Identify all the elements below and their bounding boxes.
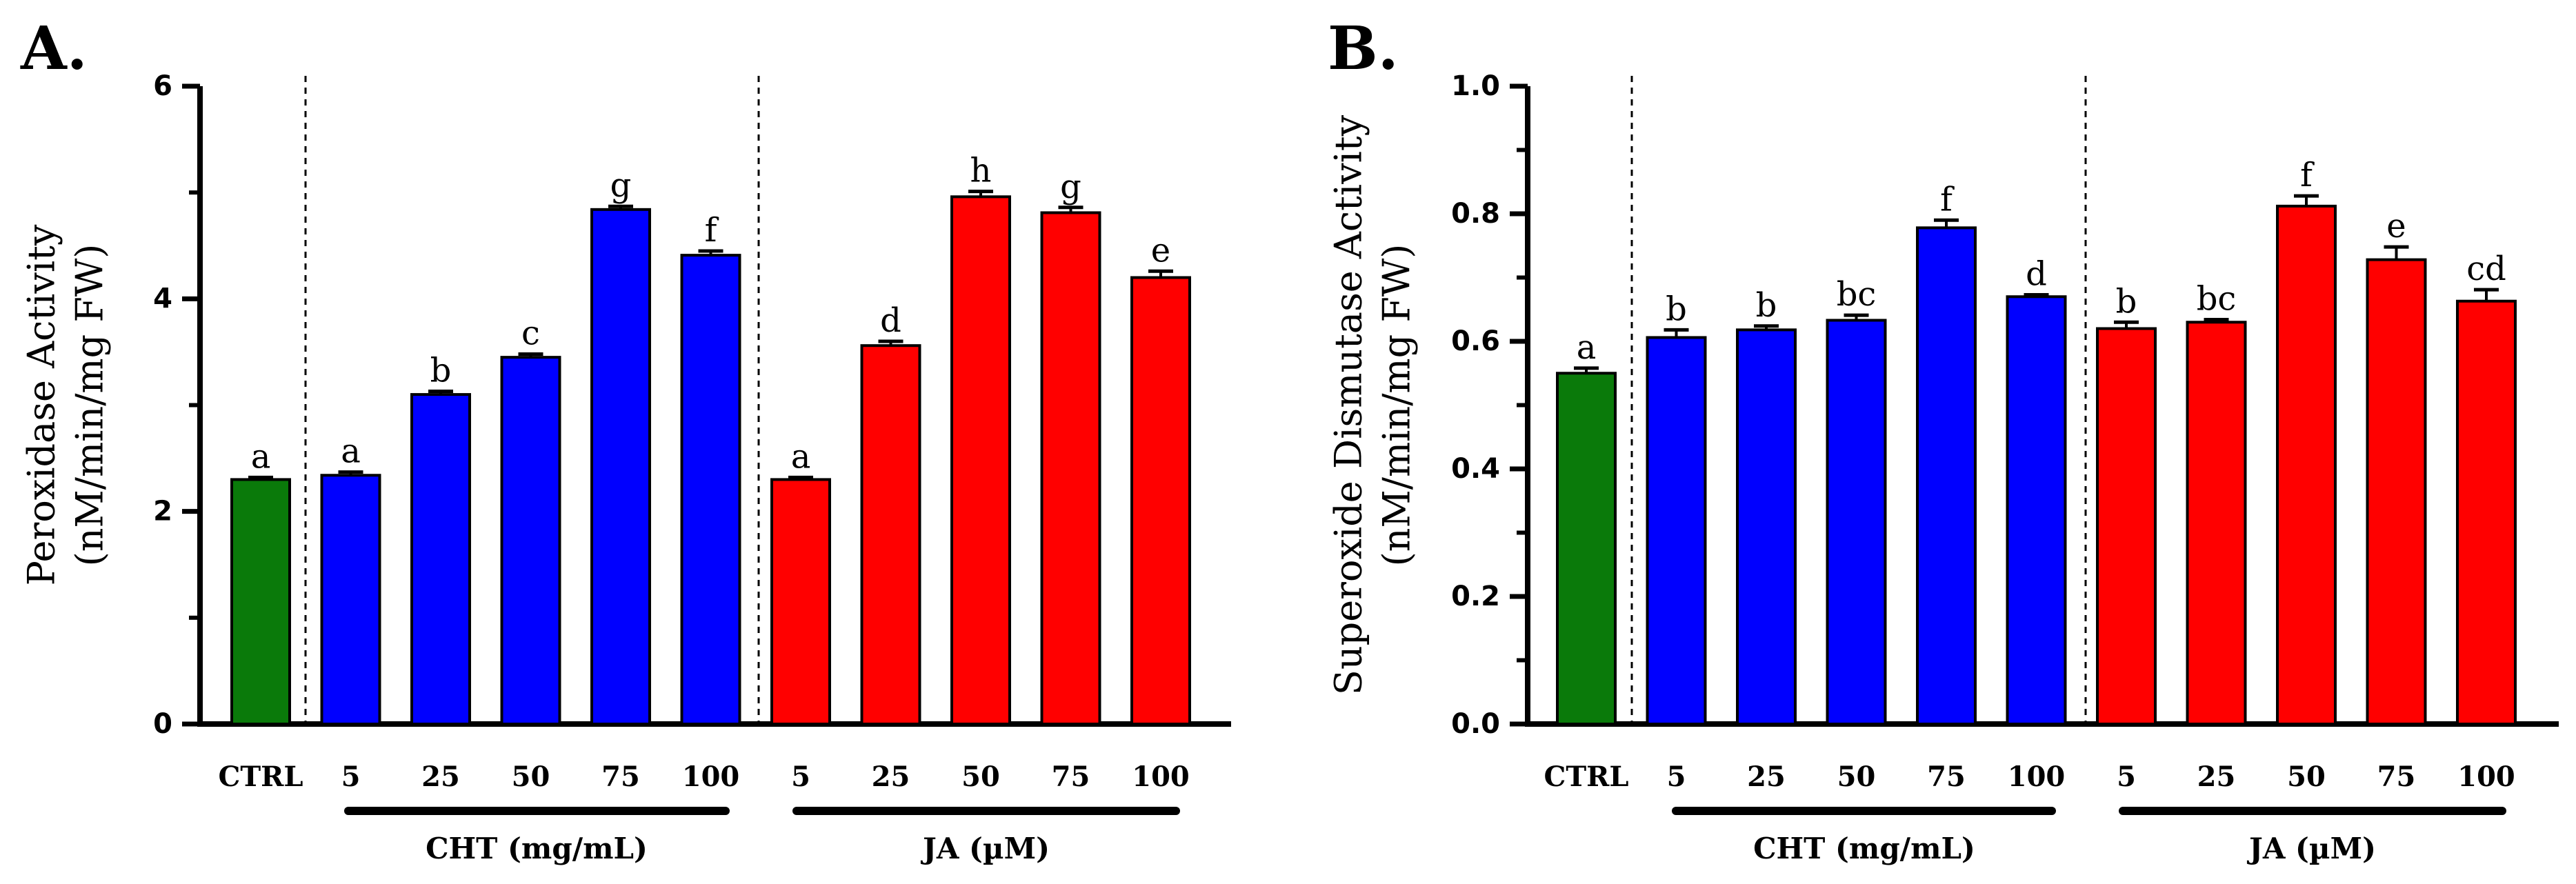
bar [500, 356, 561, 725]
bar [2096, 327, 2157, 725]
x-tick-label: 100 [1132, 761, 1190, 793]
bar [860, 344, 921, 725]
y-axis-subtitle: (nM/min/mg FW) [1375, 244, 1419, 567]
x-tick-label: 25 [1747, 761, 1786, 793]
bar [1646, 336, 1707, 725]
y-tick-label: 1.0 [1451, 70, 1500, 102]
bar [770, 478, 831, 726]
x-tick-label: 100 [2008, 761, 2066, 793]
panel-label: B. [1328, 14, 1399, 83]
significance-letter: bc [2197, 280, 2237, 319]
significance-letter: a [341, 432, 361, 471]
bar [1736, 328, 1797, 726]
significance-letter: g [1060, 168, 1081, 206]
significance-letter: a [1577, 328, 1597, 367]
significance-letter: a [251, 437, 271, 476]
significance-letter: e [2386, 207, 2406, 245]
significance-letter: b [2116, 282, 2137, 321]
y-axis-title: Peroxidase Activity [20, 224, 63, 585]
bar [230, 478, 291, 726]
y-axis-subtitle: (nM/min/mg FW) [68, 244, 112, 567]
y-tick-label: 0 [153, 708, 172, 740]
y-axis-title: Superoxide Dismutase Activity [1327, 114, 1370, 695]
significance-letter: bc [1837, 275, 1877, 314]
bar [1556, 372, 1617, 725]
group-label-cht: CHT (mg/mL) [1753, 832, 1975, 865]
significance-letter: h [970, 152, 992, 190]
bar [1826, 319, 1887, 726]
y-tick-label: 4 [153, 283, 172, 314]
y-tick-label: 0.4 [1451, 453, 1500, 485]
x-tick-label: 5 [791, 761, 810, 793]
x-tick-label: 25 [872, 761, 910, 793]
significance-letter: f [1940, 180, 1955, 219]
bar [950, 195, 1011, 726]
bar [1130, 276, 1191, 725]
x-tick-label: 50 [2287, 761, 2326, 793]
bar [2366, 258, 2427, 726]
group-label-ja: JA (µM) [2246, 832, 2376, 865]
bar [2006, 295, 2067, 725]
bar [2276, 204, 2337, 725]
y-tick-label: 0.2 [1451, 581, 1500, 612]
x-tick-label: 50 [961, 761, 1000, 793]
significance-letter: e [1151, 231, 1170, 270]
bar [410, 393, 471, 725]
significance-letter: c [521, 314, 540, 353]
x-tick-label: 75 [1927, 761, 1966, 793]
significance-letter: b [1756, 286, 1777, 325]
significance-letter: f [705, 211, 719, 250]
bar [590, 208, 651, 726]
x-tick-label: 50 [512, 761, 550, 793]
y-tick-label: 0.8 [1451, 198, 1500, 230]
bar [1040, 211, 1101, 726]
x-tick-label: 25 [2197, 761, 2236, 793]
significance-letter: d [2026, 254, 2047, 293]
x-tick-label: 5 [1667, 761, 1686, 793]
x-tick-label: 5 [2117, 761, 2136, 793]
x-tick-label: 100 [2457, 761, 2515, 793]
bar [2186, 321, 2247, 725]
significance-letter: cd [2466, 250, 2506, 288]
x-tick-label: 100 [682, 761, 740, 793]
x-tick-label: 50 [1837, 761, 1876, 793]
x-tick-label: CTRL [1544, 761, 1629, 793]
x-tick-label: CTRL [219, 761, 303, 793]
x-tick-label: 75 [601, 761, 640, 793]
x-tick-label: 25 [421, 761, 460, 793]
panel-a: A. Peroxidase Activity (nM/min/mg FW) 0 2 4 6 a… [20, 14, 1231, 865]
significance-letter: a [791, 437, 811, 476]
bar [2456, 299, 2517, 726]
panel-label: A. [20, 14, 88, 83]
significance-letter: f [2300, 156, 2315, 194]
y-tick-label: 2 [153, 496, 172, 528]
bar [320, 474, 381, 725]
y-tick-label: 6 [153, 70, 172, 102]
group-label-cht: CHT (mg/mL) [426, 832, 648, 865]
group-label-ja: JA (µM) [920, 832, 1050, 865]
significance-letter: d [880, 301, 901, 340]
significance-letter: b [430, 351, 452, 390]
bar [1916, 226, 1977, 726]
x-tick-label: 75 [2377, 761, 2416, 793]
panel-b: B. Superoxide Dismutase Activity (nM/min/m… [1327, 14, 2559, 865]
x-tick-label: 75 [1052, 761, 1090, 793]
x-tick-label: 5 [341, 761, 361, 793]
y-tick-label: 0.0 [1451, 708, 1500, 740]
significance-letter: b [1666, 290, 1687, 328]
bar [680, 254, 741, 725]
y-tick-label: 0.6 [1451, 325, 1500, 357]
significance-letter: g [610, 166, 632, 205]
